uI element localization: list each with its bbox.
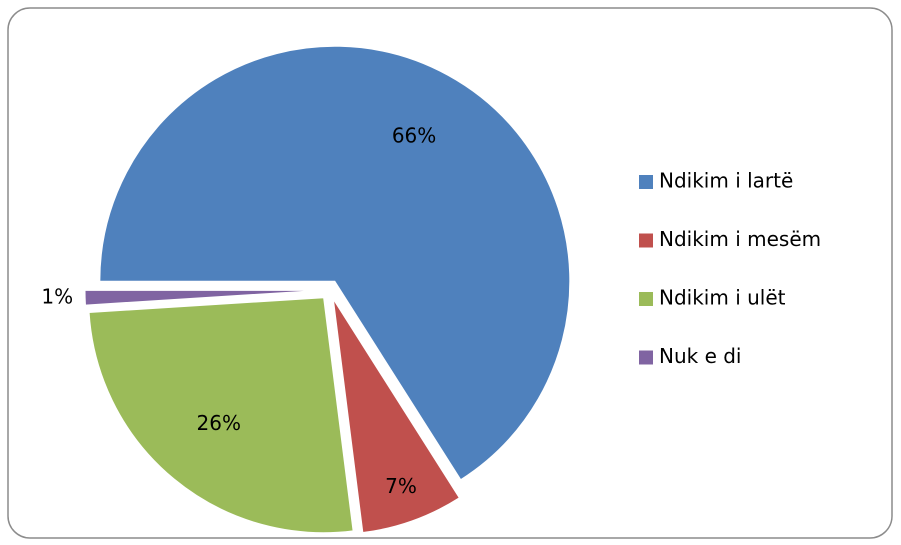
pie-slice [84, 289, 321, 306]
legend-swatch [639, 233, 653, 248]
legend-label: Ndikim i ulët [659, 286, 786, 310]
legend-label: Ndikim i mesëm [659, 227, 821, 251]
pie-slice [88, 297, 354, 534]
pie-slice [332, 299, 460, 534]
legend-swatch [639, 292, 653, 306]
legend-swatch [639, 350, 653, 365]
data-label: 66% [392, 124, 436, 148]
data-label: 26% [197, 411, 241, 435]
pie-slice [99, 45, 571, 481]
legend-label: Ndikim i lartë [659, 169, 793, 193]
data-label: 1% [41, 285, 73, 309]
legend-label: Nuk e di [659, 344, 742, 368]
data-label: 7% [385, 474, 417, 498]
legend-swatch [639, 175, 653, 189]
